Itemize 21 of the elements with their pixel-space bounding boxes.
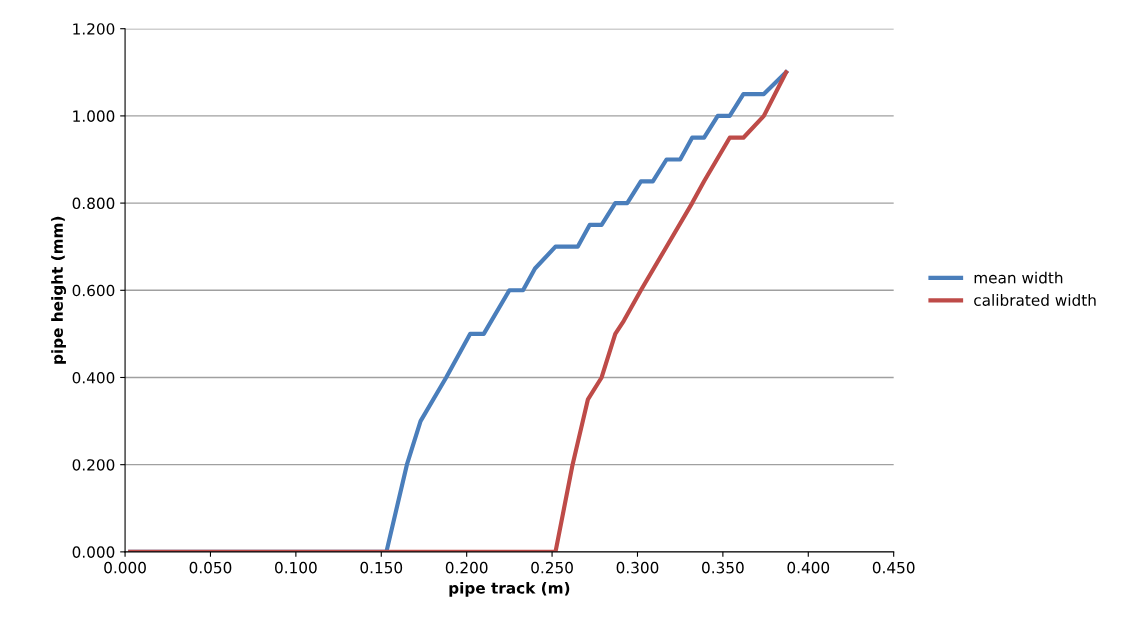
x-tick-label: 0.050 [189, 561, 232, 574]
x-tick-label: 0.300 [616, 561, 659, 574]
y-tick-label: 0.800 [72, 197, 115, 210]
x-axis-title: pipe track (m) [449, 581, 570, 597]
y-tick-label: 0.400 [72, 371, 115, 384]
x-tick-label: 0.200 [445, 561, 488, 574]
x-tick-label: 0.400 [787, 561, 830, 574]
x-tick-label: 0.250 [531, 561, 573, 574]
legend-label: calibrated width [974, 294, 1096, 306]
legend-label: mean width [974, 271, 1063, 284]
y-tick-label: 0.600 [72, 284, 115, 297]
x-tick-label: 0.100 [275, 561, 317, 574]
y-tick-label: 1.000 [73, 110, 115, 122]
y-tick-label: 0.000 [72, 546, 115, 558]
y-tick-label: 0.200 [72, 459, 115, 471]
x-tick-label: 0.350 [702, 561, 744, 574]
x-tick-label: 0.150 [360, 561, 403, 574]
y-axis-title: pipe height (mm) [51, 216, 67, 364]
x-tick-label: 0.450 [872, 561, 915, 574]
x-tick-label: 0.000 [104, 561, 146, 574]
y-tick-label: 1.200 [73, 23, 115, 35]
